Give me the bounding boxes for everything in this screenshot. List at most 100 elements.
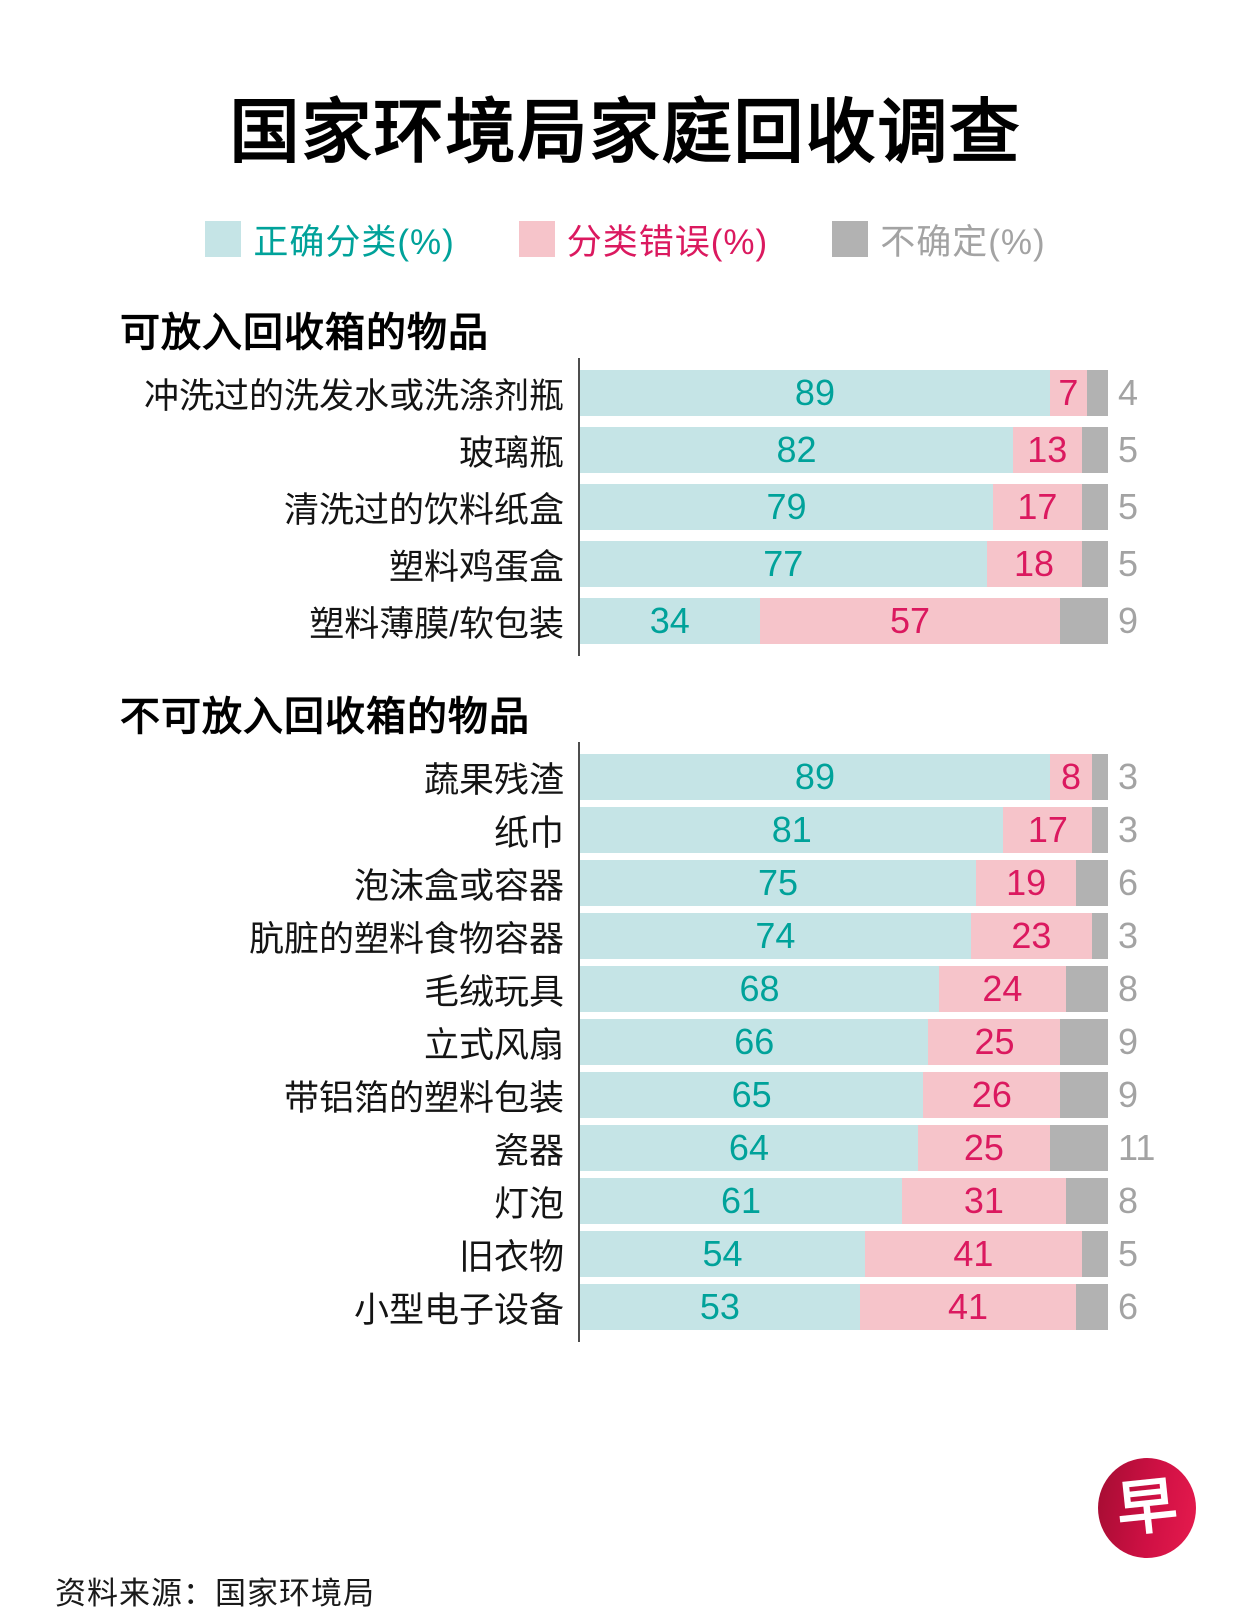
row-label: 肮脏的塑料食物容器 — [248, 919, 564, 959]
segment-correct: 54 — [580, 1231, 866, 1277]
stacked-bar: 74 23 — [580, 913, 1108, 959]
segment-value-unsure: 3 — [1118, 915, 1139, 956]
segment-wrong: 17 — [1003, 807, 1093, 853]
stacked-bar: 53 41 — [580, 1284, 1108, 1330]
segment-value-correct: 61 — [721, 1180, 762, 1221]
stacked-bar: 81 17 — [580, 807, 1108, 853]
segment-value-correct: 66 — [734, 1021, 775, 1062]
segment-unsure — [1060, 1019, 1108, 1065]
segment-unsure — [1076, 1284, 1108, 1330]
segment-value-unsure: 5 — [1118, 486, 1139, 527]
segment-unsure — [1081, 1231, 1108, 1277]
segment-unsure — [1076, 860, 1108, 906]
legend-label-wrong: 分类错误(%) — [566, 222, 769, 262]
stacked-bar: 82 13 — [580, 427, 1108, 473]
segment-correct: 65 — [580, 1072, 924, 1118]
bar-row: 清洗过的饮料纸盒 79 17 5 — [0, 484, 1251, 530]
bar-rows: 冲洗过的洗发水或洗涤剂瓶 89 7 4 玻璃瓶 82 13 5 清洗过的饮料纸盒 79 17 5 塑料鸡… — [0, 358, 1251, 656]
segment-value-correct: 81 — [771, 809, 812, 850]
segment-value-correct: 89 — [794, 372, 835, 413]
segment-value-correct: 77 — [763, 543, 804, 584]
segment-unsure — [1065, 1178, 1108, 1224]
row-label: 纸巾 — [493, 813, 564, 853]
stacked-bar: 66 25 — [580, 1019, 1108, 1065]
stacked-bar: 61 31 — [580, 1178, 1108, 1224]
segment-value-wrong: 25 — [974, 1021, 1015, 1062]
segment-wrong: 19 — [976, 860, 1077, 906]
segment-value-unsure: 5 — [1118, 429, 1139, 470]
legend-item-unsure: 不确定(%) — [832, 214, 1045, 265]
segment-wrong: 18 — [986, 541, 1082, 587]
segment-value-correct: 54 — [702, 1233, 743, 1274]
segment-value-unsure: 5 — [1118, 1233, 1139, 1274]
bar-row: 冲洗过的洗发水或洗涤剂瓶 89 7 4 — [0, 370, 1251, 416]
legend-item-correct: 正确分类(%) — [205, 214, 454, 265]
segment-value-wrong: 17 — [1017, 486, 1058, 527]
segment-value-unsure: 4 — [1118, 372, 1139, 413]
segment-unsure — [1092, 807, 1108, 853]
segment-correct: 34 — [580, 598, 760, 644]
bar-row: 塑料鸡蛋盒 77 18 5 — [0, 541, 1251, 587]
bar-row: 灯泡 61 31 8 — [0, 1178, 1251, 1224]
segment-value-wrong: 24 — [982, 968, 1023, 1009]
segment-correct: 82 — [580, 427, 1013, 473]
bar-row: 旧衣物 54 41 5 — [0, 1231, 1251, 1277]
segment-value-unsure: 9 — [1118, 1021, 1139, 1062]
stacked-bar: 89 8 — [580, 754, 1108, 800]
segment-value-wrong: 19 — [1006, 862, 1047, 903]
segment-value-wrong: 31 — [963, 1180, 1004, 1221]
segment-correct: 89 — [580, 754, 1050, 800]
bar-row: 立式风扇 66 25 9 — [0, 1019, 1251, 1065]
segment-value-wrong: 8 — [1061, 756, 1082, 797]
segment-value-unsure: 8 — [1118, 968, 1139, 1009]
segment-value-wrong: 7 — [1058, 372, 1079, 413]
bar-row: 玻璃瓶 82 13 5 — [0, 427, 1251, 473]
row-label: 带铝箔的塑料包装 — [283, 1078, 564, 1118]
zaobao-logo-glyph: 早 — [1113, 1472, 1181, 1544]
segment-value-correct: 82 — [776, 429, 817, 470]
row-label: 塑料鸡蛋盒 — [388, 547, 564, 587]
legend-swatch-correct-icon — [205, 221, 242, 257]
segment-correct: 81 — [580, 807, 1004, 853]
segment-wrong: 41 — [859, 1284, 1077, 1330]
segment-value-wrong: 26 — [971, 1074, 1012, 1115]
row-label: 旧衣物 — [458, 1237, 564, 1277]
stacked-bar: 89 7 — [580, 370, 1108, 416]
segment-correct: 61 — [580, 1178, 903, 1224]
segment-value-correct: 89 — [794, 756, 835, 797]
chart-section: 不可放入回收箱的物品 蔬果残渣 89 8 3 纸巾 81 17 3 泡沫盒或容器 75 19 6 肮脏的塑… — [0, 684, 1251, 1342]
segment-value-unsure: 3 — [1118, 756, 1139, 797]
segment-wrong: 13 — [1012, 427, 1082, 473]
segment-wrong: 25 — [917, 1125, 1050, 1171]
segment-wrong: 57 — [759, 598, 1061, 644]
segment-value-unsure: 3 — [1118, 809, 1139, 850]
legend-label-unsure: 不确定(%) — [880, 222, 1046, 262]
segment-correct: 66 — [580, 1019, 929, 1065]
section-header: 可放入回收箱的物品 — [120, 311, 489, 355]
segment-correct: 64 — [580, 1125, 918, 1171]
bar-row: 肮脏的塑料食物容器 74 23 3 — [0, 913, 1251, 959]
bar-row: 塑料薄膜/软包装 34 57 9 — [0, 598, 1251, 644]
bar-row: 带铝箔的塑料包装 65 26 9 — [0, 1072, 1251, 1118]
segment-correct: 77 — [580, 541, 987, 587]
segment-value-unsure: 6 — [1118, 862, 1139, 903]
section-header: 不可放入回收箱的物品 — [120, 695, 530, 739]
segment-value-wrong: 41 — [953, 1233, 994, 1274]
row-label: 灯泡 — [493, 1184, 564, 1224]
segment-correct: 68 — [580, 966, 940, 1012]
legend-swatch-wrong-icon — [518, 221, 555, 257]
row-label: 泡沫盒或容器 — [353, 866, 564, 906]
bar-row: 小型电子设备 53 41 6 — [0, 1284, 1251, 1330]
segment-value-unsure: 5 — [1118, 543, 1139, 584]
segment-unsure — [1081, 541, 1108, 587]
segment-value-unsure: 11 — [1118, 1127, 1156, 1168]
segment-correct: 75 — [580, 860, 976, 906]
segment-wrong: 31 — [902, 1178, 1066, 1224]
stacked-bar: 68 24 — [580, 966, 1108, 1012]
segment-value-unsure: 6 — [1118, 1286, 1139, 1327]
segment-unsure — [1081, 484, 1108, 530]
segment-value-wrong: 23 — [1011, 915, 1052, 956]
segment-value-correct: 53 — [699, 1286, 740, 1327]
segment-unsure — [1060, 598, 1108, 644]
segment-wrong: 23 — [970, 913, 1093, 959]
